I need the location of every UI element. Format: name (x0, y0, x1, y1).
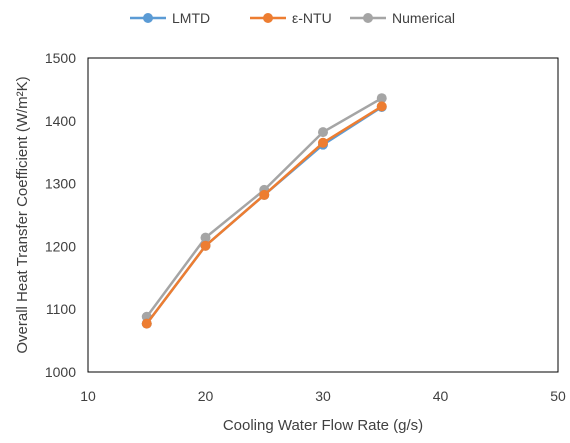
y-tick-label: 1400 (45, 113, 76, 129)
x-tick-label: 10 (80, 388, 96, 404)
x-axis-title: Cooling Water Flow Rate (g/s) (223, 417, 423, 434)
data-point (376, 101, 387, 112)
y-tick-label: 1100 (46, 301, 76, 317)
legend-item: LMTD (130, 10, 210, 26)
legend-swatch-marker (143, 13, 153, 23)
y-tick-label: 1300 (45, 176, 76, 192)
data-point (141, 318, 152, 329)
series-layer (141, 93, 387, 329)
x-tick-label: 50 (550, 388, 566, 404)
legend-item: ε-NTU (250, 10, 332, 26)
legend-swatch-marker (263, 13, 273, 23)
y-tick-label: 1200 (45, 238, 76, 254)
series-line-path (145, 105, 384, 325)
legend-swatch-marker (363, 13, 373, 23)
x-tick-label: 20 (198, 388, 214, 404)
data-point (318, 127, 328, 138)
legend-label: LMTD (172, 10, 210, 26)
legend-label: Numerical (392, 10, 455, 26)
x-tick-label: 30 (315, 388, 331, 404)
x-axis-ticks: 10 20 30 40 50 (80, 388, 566, 404)
y-axis-ticks: 1000 1100 1200 1300 1400 1500 (45, 50, 76, 380)
data-point (200, 232, 211, 243)
legend-item: Numerical (350, 10, 455, 26)
data-point (200, 240, 211, 251)
x-tick-label: 40 (433, 388, 449, 404)
series-line (141, 101, 387, 329)
y-tick-label: 1500 (45, 50, 76, 66)
data-point (376, 93, 387, 104)
y-tick-label: 1000 (45, 364, 76, 380)
legend: LMTD ε-NTU Numerical (130, 10, 455, 26)
legend-label: ε-NTU (292, 10, 332, 26)
series-line-path (145, 105, 384, 325)
plot-area-frame (87, 57, 559, 373)
data-point (318, 137, 328, 148)
y-axis-title: Overall Heat Transfer Coefficient (W/m²K… (14, 76, 31, 353)
series-line (141, 101, 387, 329)
data-point (259, 189, 270, 200)
